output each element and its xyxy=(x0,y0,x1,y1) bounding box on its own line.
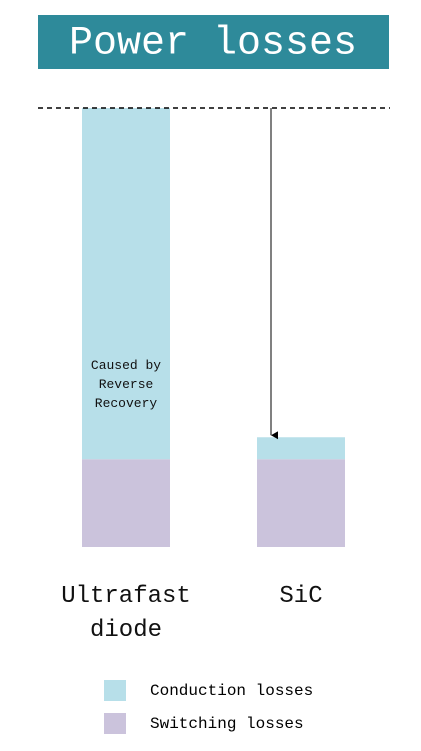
bar-segment xyxy=(257,437,345,460)
legend-label: Switching losses xyxy=(150,715,304,733)
bar-segment xyxy=(82,459,170,547)
x-tick-label: SiC xyxy=(279,583,323,610)
annotation: Caused by Reverse Recovery xyxy=(90,358,162,411)
legend-swatch xyxy=(104,680,126,701)
legend-swatch xyxy=(104,713,126,734)
x-tick-label: Ultrafast diode xyxy=(61,583,191,644)
bar-segment xyxy=(82,108,170,460)
chart-title: Power losses xyxy=(69,22,357,67)
bar-segment xyxy=(257,459,345,547)
title-box xyxy=(38,15,389,69)
legend-label: Conduction losses xyxy=(150,682,313,700)
